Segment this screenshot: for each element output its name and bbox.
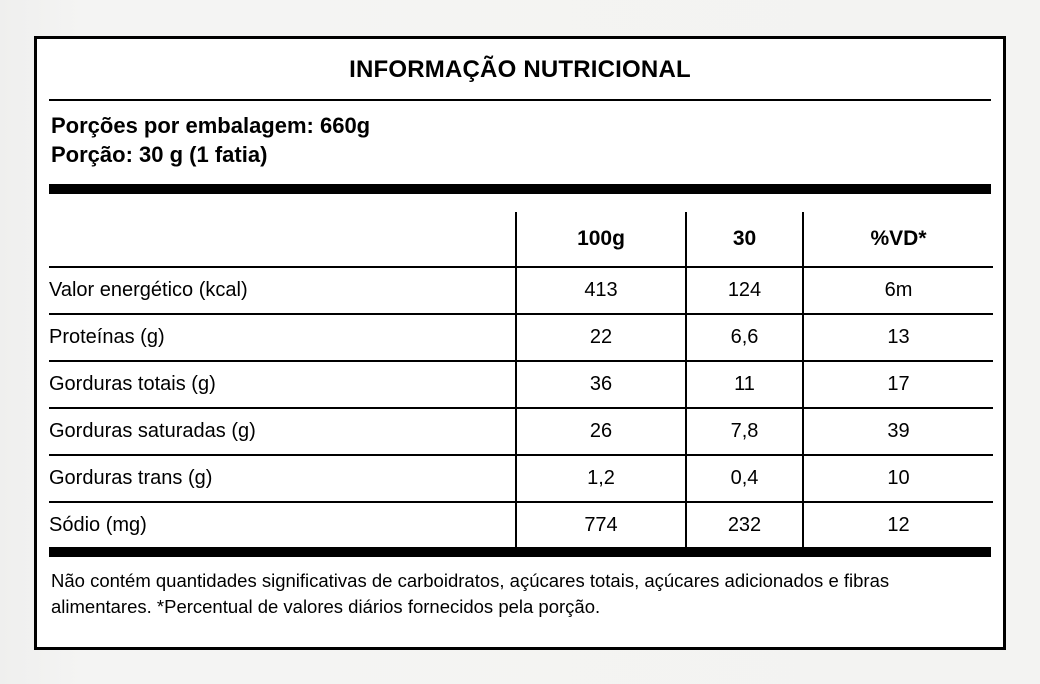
header-nutrient-blank: [49, 212, 516, 268]
row-value-dv: 13: [802, 314, 993, 362]
row-value-serving: 6,6: [685, 314, 803, 362]
title-divider: [49, 99, 991, 101]
row-label: Proteínas (g): [49, 314, 516, 362]
row-value-serving: 124: [685, 267, 803, 315]
row-value-dv: 12: [802, 502, 993, 547]
row-value-serving: 0,4: [685, 455, 803, 503]
row-label: Gorduras saturadas (g): [49, 408, 516, 456]
header-per-100g: 100g: [515, 212, 686, 268]
row-value-dv: 39: [802, 408, 993, 456]
row-value-100g: 36: [515, 361, 686, 409]
table-row: Sódio (mg) 774 232 12: [49, 502, 993, 547]
row-value-100g: 774: [515, 502, 686, 547]
nutrition-label-panel: INFORMAÇÃO NUTRICIONAL Porções por embal…: [34, 36, 1006, 650]
servings-info: Porções por embalagem: 660g Porção: 30 g…: [51, 111, 989, 169]
row-value-serving: 7,8: [685, 408, 803, 456]
table-row: Gorduras trans (g) 1,2 0,4 10: [49, 455, 993, 503]
thick-divider-top: [49, 184, 991, 194]
thick-divider-bottom: [49, 547, 991, 557]
table-header-row: 100g 30 %VD*: [49, 212, 993, 268]
row-value-dv: 6m: [802, 267, 993, 315]
serving-size: Porção: 30 g (1 fatia): [51, 142, 268, 167]
nutrition-table: 100g 30 %VD* Valor energético (kcal) 413…: [49, 212, 993, 547]
footnote: Não contém quantidades significativas de…: [51, 570, 890, 617]
servings-per-package: Porções por embalagem: 660g: [51, 113, 371, 138]
row-value-100g: 1,2: [515, 455, 686, 503]
table-row: Valor energético (kcal) 413 124 6m: [49, 267, 993, 315]
row-value-serving: 11: [685, 361, 803, 409]
table-row: Gorduras totais (g) 36 11 17: [49, 361, 993, 409]
row-value-serving: 232: [685, 502, 803, 547]
row-label: Gorduras trans (g): [49, 455, 516, 503]
row-value-100g: 413: [515, 267, 686, 315]
row-label: Sódio (mg): [49, 513, 147, 536]
row-value-100g: 22: [515, 314, 686, 362]
label-title: INFORMAÇÃO NUTRICIONAL: [349, 56, 691, 83]
row-value-dv: 10: [802, 455, 993, 503]
table-row: Proteínas (g) 22 6,6 13: [49, 314, 993, 362]
header-percent-dv: %VD*: [802, 212, 993, 268]
row-value-100g: 26: [515, 408, 686, 456]
row-label: Valor energético (kcal): [49, 267, 516, 315]
row-label: Gorduras totais (g): [49, 361, 516, 409]
header-per-serving: 30: [685, 212, 803, 268]
row-value-dv: 17: [802, 361, 993, 409]
table-row: Gorduras saturadas (g) 26 7,8 39: [49, 408, 993, 456]
